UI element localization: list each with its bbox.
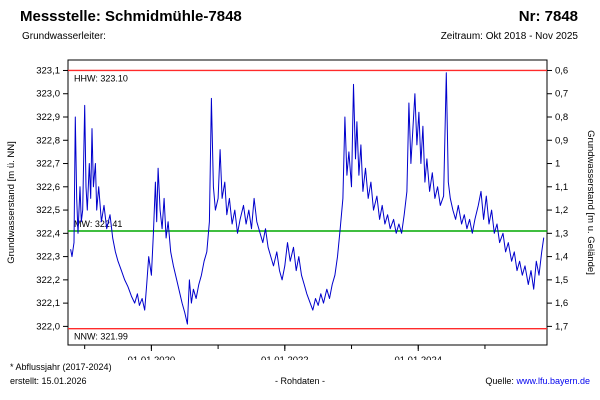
y-left-tick-label: 323,1 [36,65,60,76]
footnote-abflussjahr: * Abflussjahr (2017-2024) [10,362,112,372]
series-line [70,72,545,325]
y-left-tick-label: 322,0 [36,321,60,332]
y-left-tick-label: 322,4 [36,228,60,239]
x-tick-label: 01.01.2024 [394,355,442,360]
groundwater-level-chart: 323,1 0,6 323,0 0,7 322,9 0,8 322,8 0,9 322,7 1 32… [6,59,596,366]
y-right-tick-label: 1,4 [555,252,568,263]
plot-frame [67,59,548,346]
y-left-tick-label: 322,7 [36,159,60,170]
source-line: Quelle: www.lfu.bayern.de [485,376,590,386]
x-tick-label: 01.01.2020 [128,355,176,360]
y-left-tick-label: 322,3 [36,252,60,263]
y-right-tick-label: 1,6 [555,298,568,309]
y-right-tick-label: 1 [555,159,560,170]
y-left-tick-label: 323,0 [36,89,60,100]
hhw-label: HHW: 323.10 [74,73,128,83]
x-tick-label: 01.01.2022 [261,355,309,360]
y-left-tick-label: 322,6 [36,182,60,193]
y-left-tick-label: 322,2 [36,275,60,286]
y-left-tick-label: 322,8 [36,135,60,146]
y-left-axis-title: Grundwasserstand [m ü. NN] [6,141,17,264]
y-left-tick-label: 322,1 [36,298,60,309]
y-left-tick-label: 322,9 [36,112,60,123]
page-title: Messstelle: Schmidmühle-7848 [20,8,242,25]
y-right-tick-label: 0,6 [555,65,568,76]
mw-label: MW: 322.41 [74,219,122,229]
y-right-tick-label: 0,9 [555,135,568,146]
chart-area: 323,1 0,6 323,0 0,7 322,9 0,8 322,8 0,9 322,7 1 32… [0,48,600,366]
station-number: Nr: 7848 [518,8,578,25]
source-label: Quelle: [485,376,514,386]
y-right-tick-label: 1,3 [555,228,568,239]
y-right-tick-label: 1,2 [555,205,568,216]
y-right-tick-label: 1,7 [555,321,568,332]
y-left-tick-label: 322,5 [36,205,60,216]
y-right-tick-label: 1,5 [555,275,568,286]
y-right-axis-title: Grundwasserstand [m u. Gelände] [585,130,596,275]
source-link[interactable]: www.lfu.bayern.de [516,376,590,386]
y-right-tick-label: 1,1 [555,182,568,193]
time-range-label: Zeitraum: Okt 2018 - Nov 2025 [440,31,578,42]
aquifer-label: Grundwasserleiter: [22,31,106,42]
rohdaten-label: - Rohdaten - [274,376,326,386]
nnw-label: NNW: 321.99 [74,332,128,342]
y-right-tick-label: 0,8 [555,112,568,123]
y-right-tick-label: 0,7 [555,89,568,100]
created-date: erstellt: 15.01.2026 [10,376,87,386]
